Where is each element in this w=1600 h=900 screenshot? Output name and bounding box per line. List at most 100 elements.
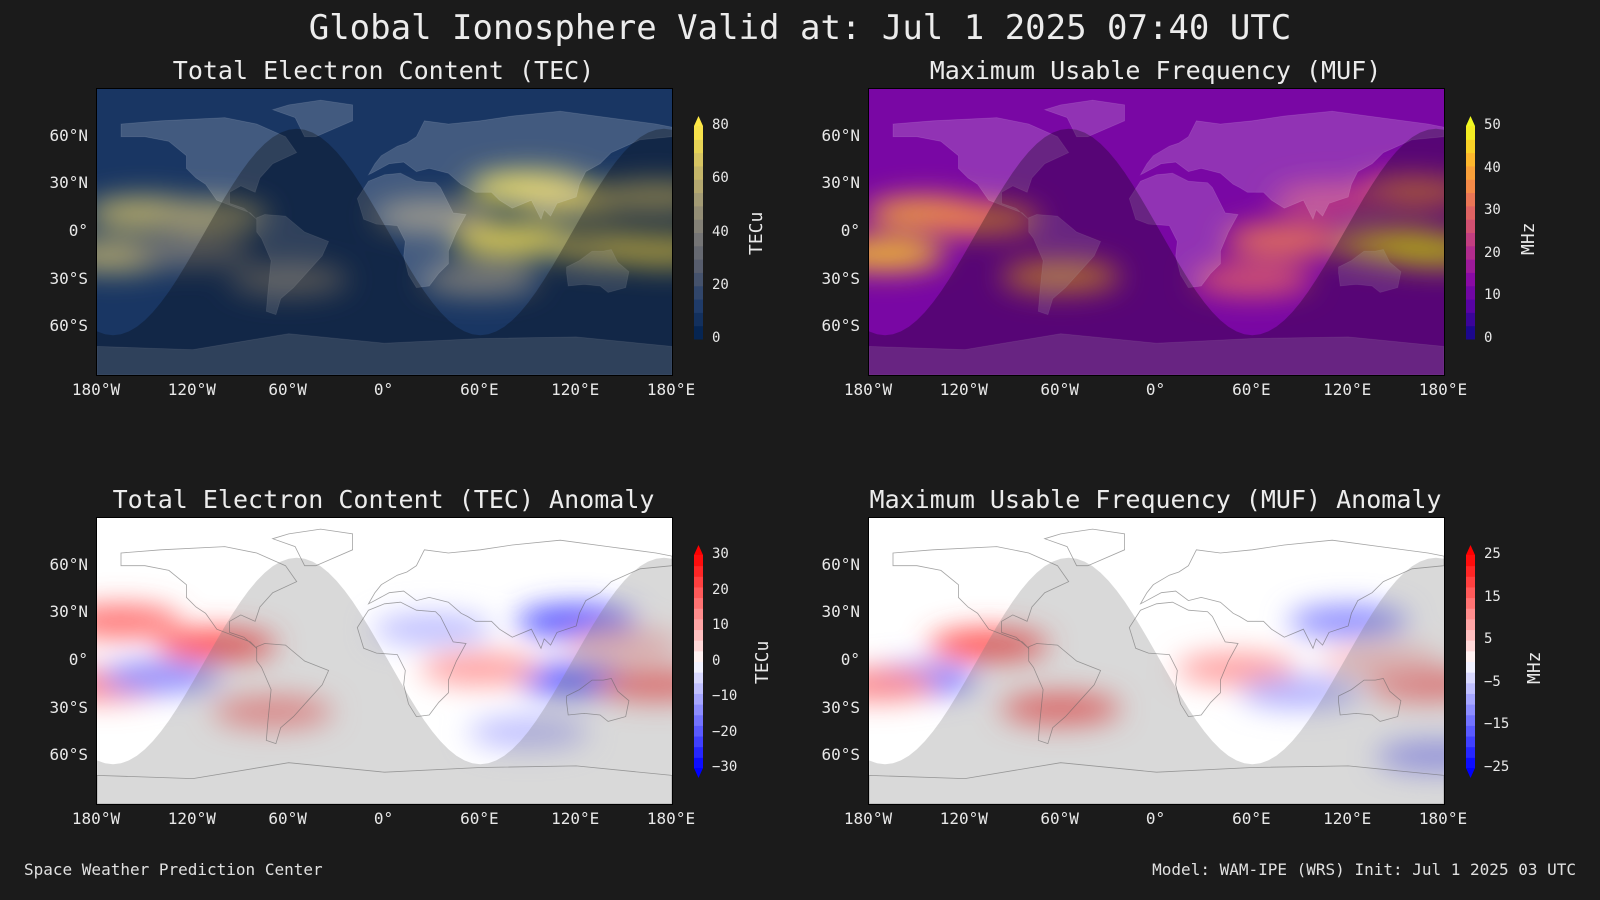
y-tick-label: 60°S — [821, 316, 860, 336]
continent-outline — [892, 117, 1070, 220]
field-feature — [564, 629, 672, 662]
colorbar-segment — [1466, 285, 1475, 300]
colorbar-segment — [1466, 165, 1475, 180]
field-feature — [420, 652, 541, 685]
colorbar-segment — [694, 640, 703, 652]
colorbar-segment — [1466, 555, 1475, 567]
colorbar-tick-label: −5 — [1484, 673, 1501, 690]
colorbar — [694, 116, 703, 340]
x-tick-label: 60°W — [268, 380, 307, 399]
night-shading — [869, 128, 1444, 375]
colorbar-segment — [1466, 299, 1475, 313]
colorbar-tick-label: −20 — [712, 723, 738, 740]
continent-outline — [356, 601, 467, 718]
colorbar-segment — [1466, 597, 1475, 609]
y-tick-label: 0° — [68, 650, 88, 669]
field-feature — [1224, 223, 1345, 256]
field-feature — [928, 629, 1049, 662]
colorbar-label: TECu — [752, 640, 773, 684]
colorbar-tick-label: −10 — [712, 688, 738, 704]
chart-title: Maximum Usable Frequency (MUF) Anomaly — [869, 485, 1442, 514]
colorbar-extend-max — [694, 545, 703, 555]
colorbar-segment — [694, 245, 703, 260]
continent-outline — [367, 539, 672, 650]
colorbar-segment — [694, 232, 703, 247]
colorbar-tick-label: 30 — [1484, 202, 1501, 219]
y-tick-label: 0° — [840, 650, 860, 669]
colorbar-tick-label: 30 — [712, 546, 729, 562]
colorbar-segment — [694, 312, 703, 327]
map-plot-area — [96, 88, 673, 376]
colorbar-segment — [1466, 219, 1475, 233]
x-tick-label: 120°W — [939, 809, 988, 828]
field-feature — [1320, 645, 1441, 677]
continent-outline — [869, 333, 1444, 375]
x-tick-label: 0° — [373, 809, 394, 828]
colorbar-segment — [1466, 179, 1475, 194]
colorbar-segment — [1466, 672, 1475, 684]
field-feature — [372, 613, 493, 646]
field-feature — [869, 238, 945, 271]
x-tick-label: 60°E — [1232, 809, 1271, 828]
field-feature — [452, 223, 573, 256]
y-tick-label: 60°S — [821, 745, 860, 765]
continent-outline — [1128, 601, 1239, 718]
colorbar-tick-label: 15 — [1484, 588, 1501, 605]
colorbar-segment — [694, 565, 703, 577]
colorbar-segment — [1466, 608, 1475, 620]
continent-outline — [892, 546, 1070, 649]
continent-outline — [1028, 643, 1102, 745]
colorbar-label: MHz — [1524, 650, 1545, 684]
field-feature — [148, 200, 269, 233]
colorbar-segment — [1466, 661, 1475, 673]
colorbar-segment — [1466, 192, 1475, 207]
colorbar-segment — [1466, 312, 1475, 327]
heatmap-svg — [869, 518, 1444, 804]
continent-outline — [120, 546, 298, 649]
y-tick-label: 0° — [68, 221, 88, 240]
x-tick-label: 180°E — [646, 380, 696, 399]
colorbar-segment — [1466, 714, 1475, 726]
field-feature — [1176, 652, 1297, 685]
field-feature — [156, 629, 277, 662]
colorbar-tick-label: −30 — [712, 759, 738, 775]
colorbar-segment — [1466, 618, 1475, 631]
field-feature — [372, 200, 493, 233]
footer-credit: Space Weather Prediction Center — [24, 860, 323, 879]
colorbar-segment — [694, 597, 703, 609]
colorbar-segment — [1466, 725, 1475, 737]
field-feature — [604, 235, 672, 268]
y-tick-label: 30°N — [821, 173, 860, 193]
colorbar-segment — [694, 205, 703, 220]
x-tick-label: 60°W — [268, 809, 307, 828]
footer-model-info: Model: WAM-IPE (WRS) Init: Jul 1 2025 03… — [1152, 860, 1576, 879]
y-tick-label: 30°S — [821, 268, 860, 288]
chart-title: Total Electron Content (TEC) Anomaly — [112, 485, 655, 514]
colorbar-segment — [694, 714, 703, 726]
colorbar-segment — [1466, 139, 1475, 154]
field-feature — [920, 203, 1041, 236]
colorbar-segment — [694, 219, 703, 233]
colorbar-segment — [694, 165, 703, 180]
colorbar-segment — [1466, 629, 1475, 641]
chart-title: Total Electron Content (TEC) — [172, 56, 595, 85]
colorbar-segment — [694, 693, 703, 705]
colorbar-tick-label: −25 — [1484, 759, 1510, 775]
colorbar-tick-label: 0 — [1484, 330, 1493, 346]
field-feature — [869, 668, 937, 701]
colorbar-segment — [694, 555, 703, 567]
field-feature — [1240, 676, 1361, 709]
colorbar-segment — [694, 608, 703, 620]
colorbar-segment — [694, 704, 703, 716]
x-tick-label: 180°W — [71, 380, 121, 399]
x-tick-label: 60°W — [1040, 380, 1079, 399]
y-tick-label: 30°N — [821, 602, 860, 622]
colorbar-segment — [694, 757, 703, 769]
continent-outline — [256, 214, 330, 316]
night-shading — [869, 557, 1444, 804]
colorbar-segment — [1466, 232, 1475, 247]
continent-outline — [97, 333, 672, 375]
colorbar-extend-min — [1466, 768, 1475, 778]
colorbar-extend-max — [1466, 545, 1475, 555]
map-plot-area — [868, 517, 1445, 805]
